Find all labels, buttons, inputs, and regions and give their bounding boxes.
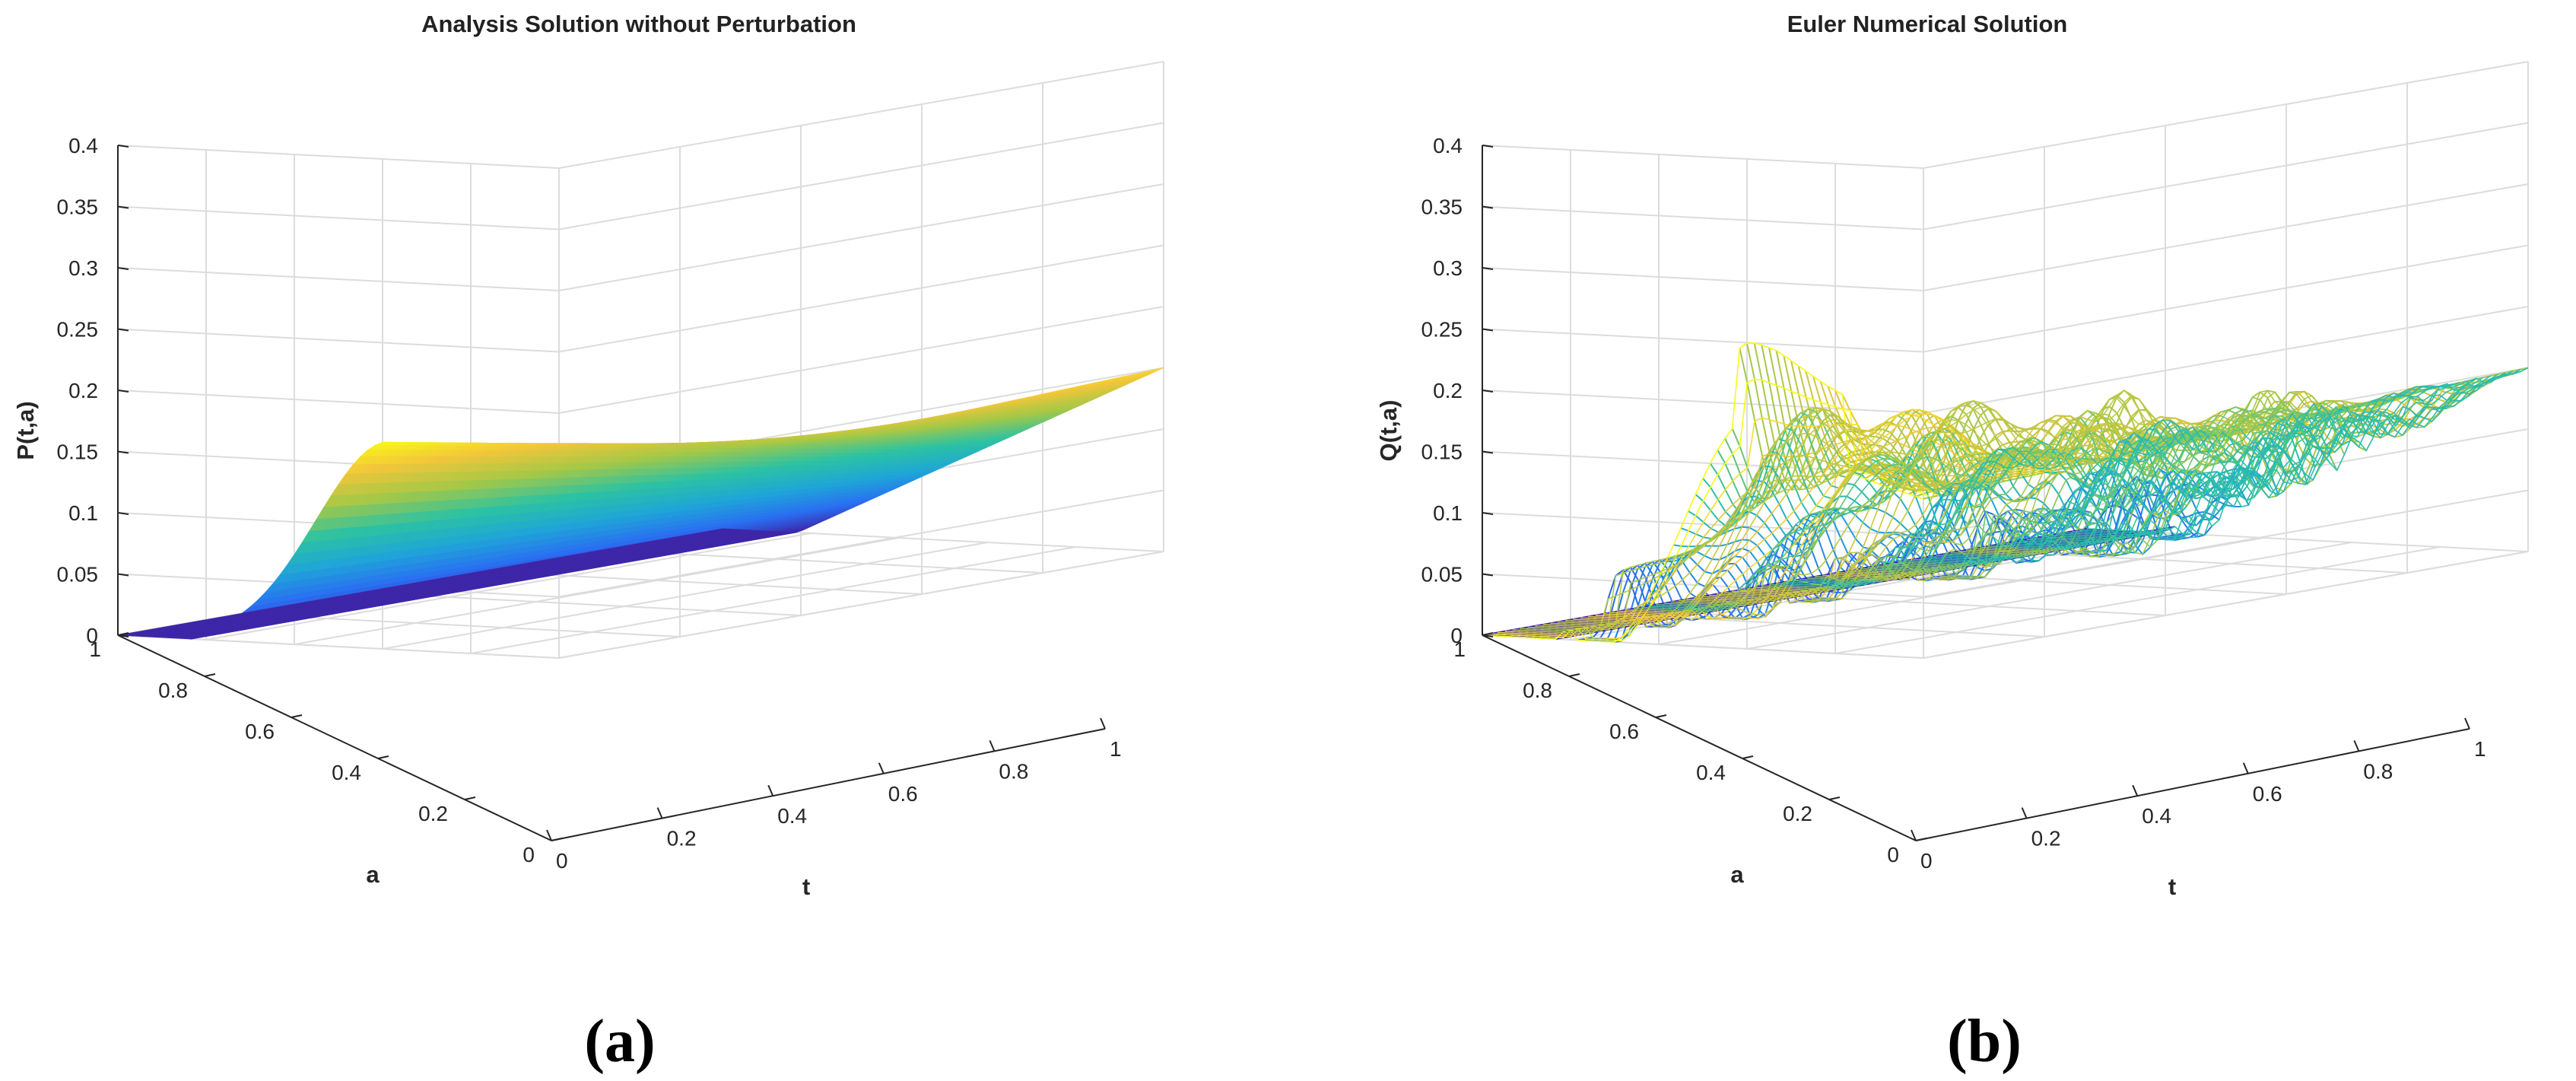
a-tick-label: 0 xyxy=(523,843,535,866)
z-tick-label: 0.4 xyxy=(68,134,98,157)
z-tick-label: 0.35 xyxy=(57,196,99,219)
grid-line xyxy=(1482,244,2529,353)
grid-line xyxy=(1482,61,2529,170)
grid-line xyxy=(470,546,1076,654)
t-tick xyxy=(989,740,996,752)
grid-line xyxy=(1482,306,2529,415)
z-tick-label: 0.15 xyxy=(57,440,99,464)
surface-a xyxy=(117,367,1164,640)
t-tick-label: 1 xyxy=(1110,737,1122,761)
a-tick-label: 0.8 xyxy=(158,679,188,702)
chart-b: 00.050.10.150.20.250.30.350.400.20.40.60… xyxy=(1375,11,2529,1075)
t-tick xyxy=(1100,717,1106,730)
t-tick-label: 0.2 xyxy=(667,827,697,850)
a-tick xyxy=(291,714,303,718)
grid-line xyxy=(205,533,812,641)
a-tick-label: 0.2 xyxy=(418,802,448,825)
a-tick xyxy=(377,755,389,759)
panel-caption: (a) xyxy=(584,1008,655,1075)
t-tick-label: 0.4 xyxy=(777,804,807,828)
z-tick-label: 0.05 xyxy=(57,563,99,587)
a-tick-label: 0.4 xyxy=(332,761,361,784)
grid-line xyxy=(117,183,1164,292)
grid-line xyxy=(1482,183,2529,292)
grid-line xyxy=(1923,551,2529,659)
z-tick-label: 0.25 xyxy=(57,318,99,342)
t-tick-label: 0 xyxy=(556,849,568,873)
grid-line xyxy=(382,542,988,650)
z-tick-label: 0.2 xyxy=(68,379,98,402)
t-tick-label: 0.8 xyxy=(999,759,1028,783)
a-tick xyxy=(464,796,476,800)
t-tick xyxy=(656,807,663,819)
grid-a xyxy=(117,61,1164,660)
x-axis-label: t xyxy=(802,873,810,900)
grid-line xyxy=(294,537,900,645)
a-tick-label: 0.6 xyxy=(245,720,275,743)
y-axis-label: a xyxy=(366,861,380,888)
a-axis-line xyxy=(117,634,552,841)
grid-line xyxy=(117,306,1164,415)
chart-panel-a: 0 0.05 0.1 0.15 0.2 0.25 0.3 0.35 0.4 0 0.2 0.4 0.6 0… xyxy=(12,11,1164,1075)
chart-title: Analysis Solution without Perturbation xyxy=(421,11,856,37)
grid-line xyxy=(1482,122,2529,231)
grid-line xyxy=(117,61,1164,170)
z-axis-label: P(t,a) xyxy=(12,401,39,460)
chart-a: 0 0.05 0.1 0.15 0.2 0.25 0.3 0.35 0.4 0 0.2 0.4 0.6 0… xyxy=(12,11,1164,1075)
t-tick xyxy=(878,762,885,774)
chart-panel-b: 0 0.05 0.1 0.15 0.2 0.25 0.3 0.35 0.4 0 0.2 0.4 0.6 0… xyxy=(1288,0,2576,1081)
z-tick-label: 0.1 xyxy=(68,501,98,525)
z-tick-label: 0.3 xyxy=(68,256,98,280)
grid-line xyxy=(117,122,1164,231)
x-axis-line xyxy=(551,728,1106,841)
a-tick-label: 1 xyxy=(89,637,101,661)
surface-b xyxy=(1482,342,2529,643)
t-tick xyxy=(767,784,774,796)
t-tick-label: 0.6 xyxy=(888,782,918,806)
grid-line xyxy=(558,551,1164,659)
grid-line xyxy=(117,244,1164,353)
a-tick xyxy=(204,673,216,677)
